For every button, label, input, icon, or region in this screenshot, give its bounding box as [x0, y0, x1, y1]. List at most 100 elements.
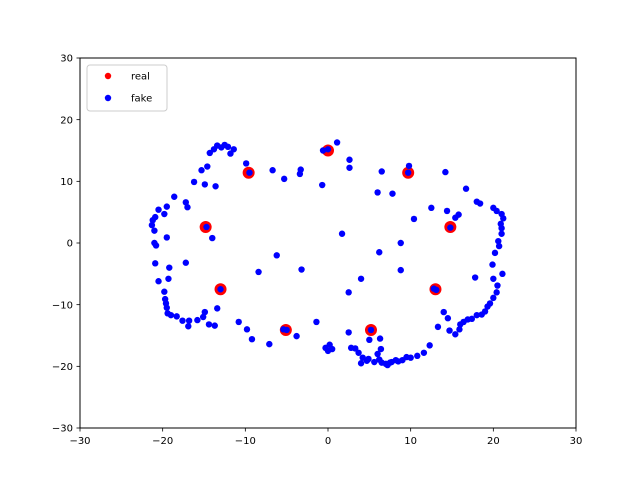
point-fake [476, 200, 484, 207]
y-tick-label: 20 [60, 115, 73, 126]
point-fake [376, 249, 383, 256]
point-fake [490, 294, 497, 302]
point-fake [269, 167, 276, 174]
point-fake [163, 234, 170, 241]
point-fake [324, 347, 332, 355]
point-fake [273, 252, 280, 259]
x-tick-label: −10 [235, 436, 256, 447]
point-fake [447, 224, 454, 231]
point-fake [248, 336, 256, 343]
point-fake [298, 266, 305, 273]
point-fake [173, 313, 180, 320]
point-fake [152, 242, 160, 249]
point-fake [338, 230, 346, 237]
point-fake [201, 181, 209, 188]
point-fake [374, 189, 381, 196]
point-fake [346, 164, 353, 171]
y-tick-label: 10 [60, 177, 73, 188]
point-fake [363, 357, 371, 364]
point-fake [212, 183, 219, 190]
point-fake [199, 313, 207, 321]
point-fake [161, 288, 168, 295]
y-tick-label: −30 [52, 424, 73, 435]
point-fake [433, 286, 440, 294]
point-fake [243, 326, 251, 333]
point-fake [493, 207, 500, 215]
point-fake [371, 358, 378, 366]
point-fake [397, 239, 404, 247]
point-fake [443, 207, 451, 215]
point-fake [151, 227, 158, 234]
point-fake [182, 199, 190, 206]
x-tick-label: 10 [404, 436, 417, 447]
point-fake [194, 316, 201, 324]
point-fake [357, 360, 365, 367]
point-fake [209, 234, 216, 242]
y-tick-label: 30 [60, 54, 73, 65]
y-tick-label: −10 [52, 300, 73, 311]
point-fake [210, 146, 218, 153]
legend-marker-real [104, 72, 112, 80]
point-fake [163, 203, 170, 210]
point-fake [149, 216, 156, 224]
point-fake [434, 323, 442, 331]
point-fake [171, 193, 178, 200]
point-fake [397, 266, 404, 274]
point-fake [235, 318, 242, 326]
point-fake [484, 303, 491, 310]
legend-label-fake: fake [131, 94, 152, 105]
series-fake [148, 139, 507, 369]
x-tick-label: 20 [487, 436, 500, 447]
y-tick-label: −20 [52, 362, 73, 373]
point-fake [377, 345, 385, 353]
point-fake [266, 340, 273, 348]
x-axis: −30 −20 −10 0 10 20 30 [69, 428, 582, 447]
point-fake [405, 162, 413, 170]
point-fake [428, 204, 435, 212]
point-fake [494, 282, 501, 289]
point-fake [152, 260, 159, 267]
x-tick-label: −20 [152, 436, 173, 447]
point-fake [161, 210, 168, 218]
point-fake [179, 317, 186, 324]
point-fake [357, 275, 365, 282]
point-fake [462, 185, 470, 192]
point-fake [440, 308, 447, 316]
y-tick-label: 0 [67, 239, 73, 250]
point-fake [498, 225, 505, 232]
point-fake [182, 259, 190, 266]
point-fake [185, 323, 192, 330]
point-fake [347, 344, 355, 352]
point-fake [444, 315, 452, 322]
legend-label-real: real [131, 72, 150, 83]
point-fake [155, 206, 162, 213]
point-fake [206, 149, 213, 157]
point-fake [420, 349, 428, 356]
point-fake [495, 237, 502, 245]
point-fake [495, 242, 503, 250]
point-fake [297, 166, 304, 173]
point-fake [455, 211, 462, 218]
point-fake [155, 278, 162, 285]
point-fake [410, 215, 418, 223]
point-fake [313, 318, 320, 326]
point-fake [255, 268, 262, 276]
axes-frame [79, 57, 577, 429]
point-fake [184, 204, 191, 211]
point-fake [190, 178, 198, 186]
legend-box [86, 64, 168, 112]
legend: real fake [86, 64, 168, 112]
point-fake [414, 352, 421, 360]
point-fake [473, 311, 480, 319]
point-fake [493, 289, 500, 296]
point-fake [201, 308, 209, 316]
point-fake [457, 321, 464, 328]
point-fake [246, 169, 253, 176]
x-tick-label: 30 [570, 436, 583, 447]
point-fake [404, 169, 412, 176]
point-fake [283, 326, 290, 334]
plot-area [148, 139, 507, 369]
point-fake [166, 264, 173, 271]
point-fake [376, 356, 383, 363]
